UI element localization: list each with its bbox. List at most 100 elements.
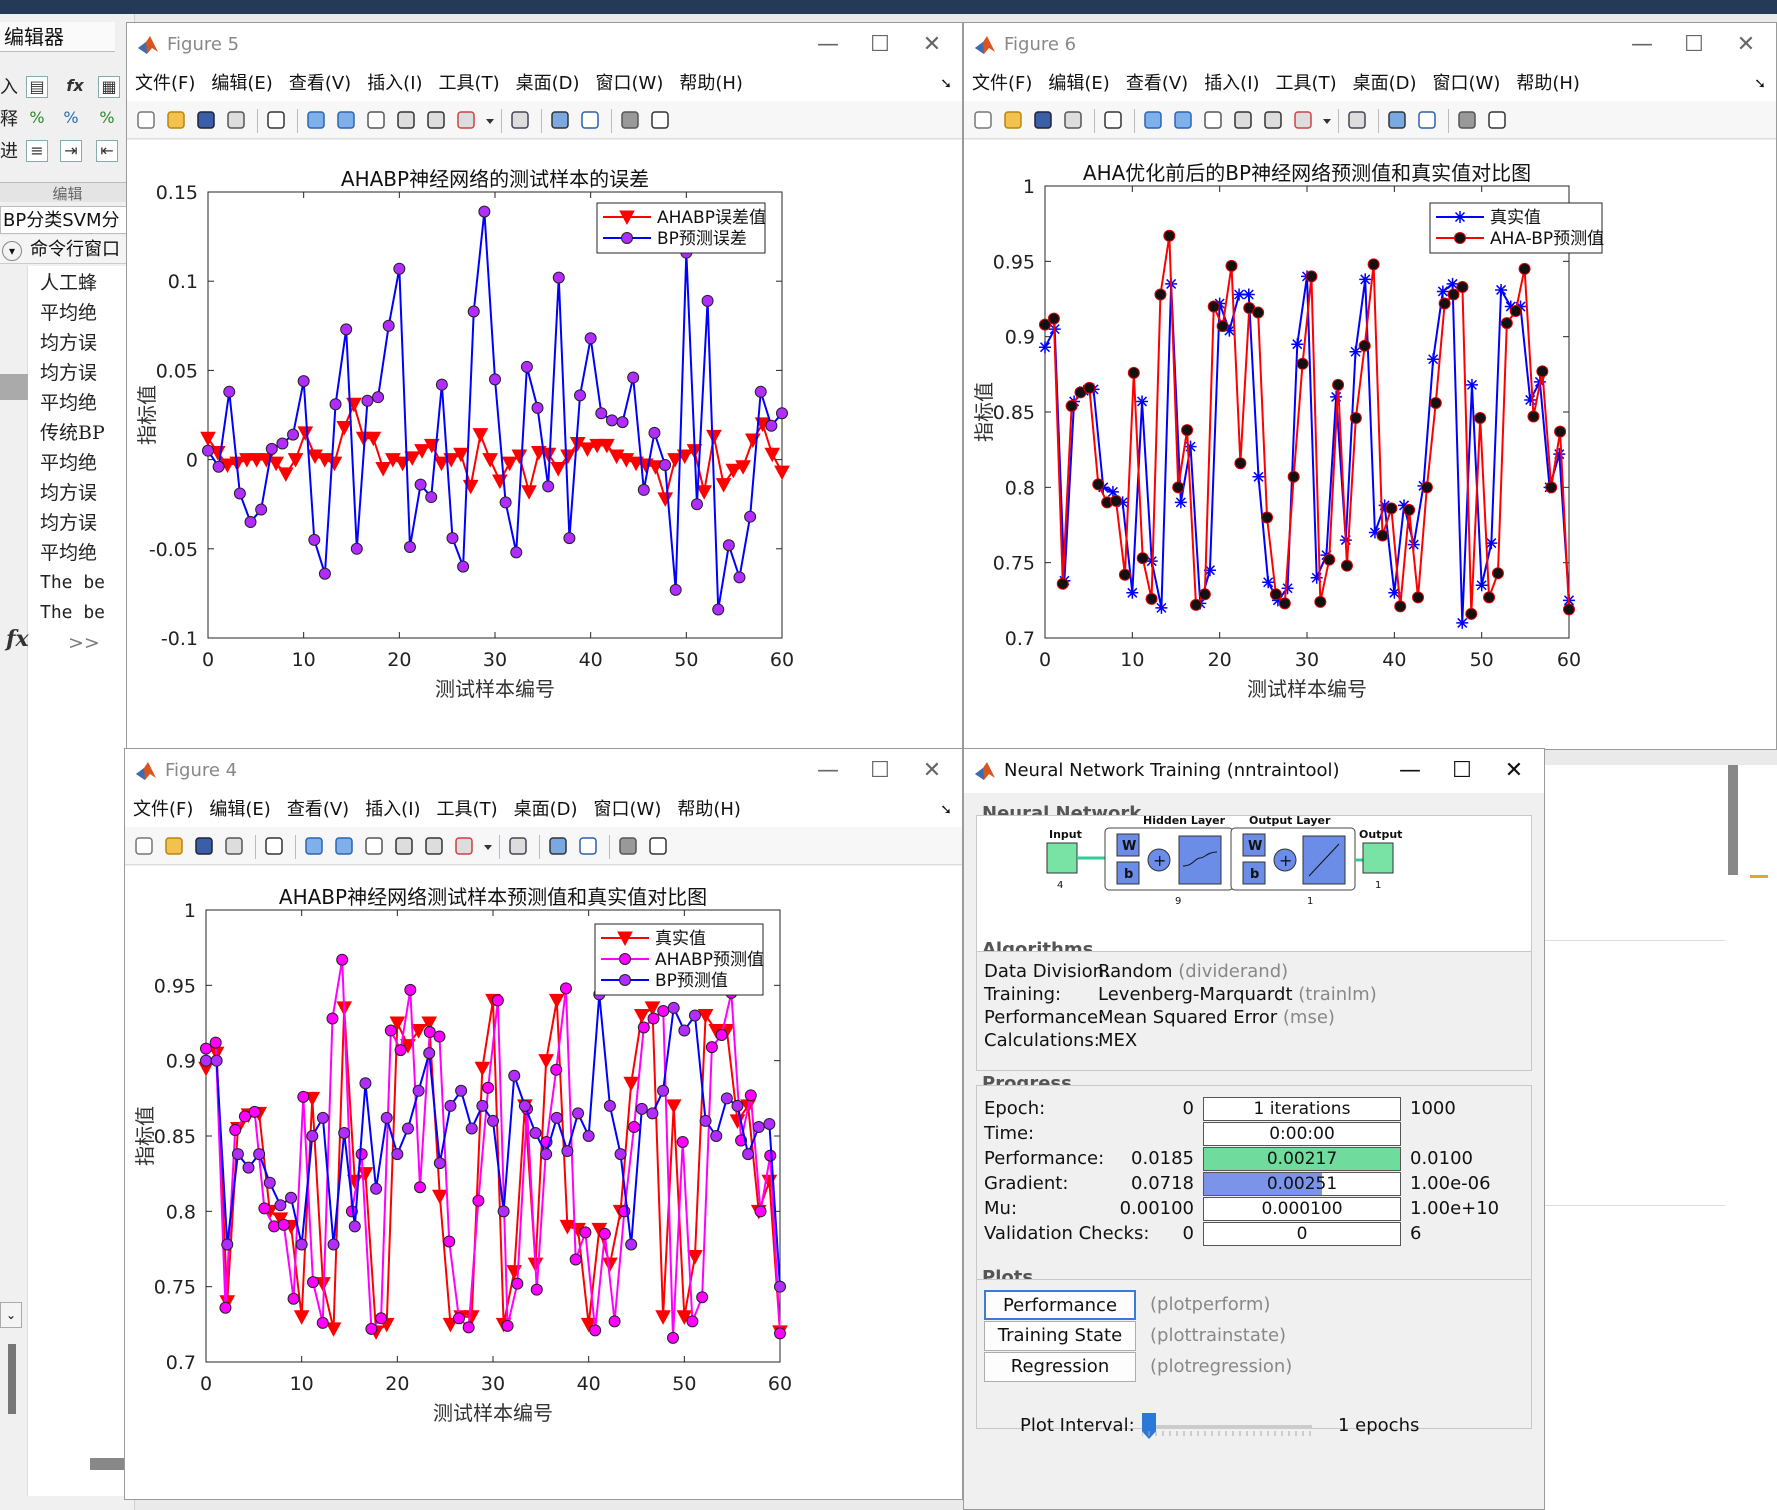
percent-icon[interactable]: % — [29, 108, 45, 127]
legend-icon[interactable] — [577, 835, 599, 857]
minimize-icon[interactable]: — — [1399, 758, 1421, 783]
colorbar-icon[interactable] — [549, 109, 571, 131]
wrap-comment-icon[interactable]: % — [99, 108, 115, 127]
menu-item[interactable]: 工具(T) — [1275, 73, 1337, 94]
data-cursor-icon[interactable] — [1262, 109, 1284, 131]
zoom-out-icon[interactable] — [335, 109, 357, 131]
link-plot-icon[interactable] — [1346, 109, 1368, 131]
pointer-icon[interactable] — [1102, 109, 1124, 131]
plot-training-state-button[interactable]: Training State — [984, 1321, 1136, 1351]
dock-arrow-icon[interactable]: ➘ — [940, 802, 952, 818]
menu-item[interactable]: 编辑(E) — [1048, 73, 1110, 94]
hide-plot-tools-icon[interactable] — [617, 835, 639, 857]
menu-item[interactable]: 窗口(W) — [595, 73, 664, 94]
menu-item[interactable]: 桌面(D) — [1352, 73, 1417, 94]
menu-item[interactable]: 插入(I) — [365, 799, 421, 820]
zoom-out-icon[interactable] — [333, 835, 355, 857]
pointer-icon[interactable] — [265, 109, 287, 131]
minimize-icon[interactable]: — — [1631, 32, 1653, 57]
new-file-icon[interactable] — [135, 109, 157, 131]
close-icon[interactable]: ✕ — [1736, 32, 1756, 57]
plot-performance-button[interactable]: Performance — [984, 1290, 1136, 1320]
pan-icon[interactable] — [365, 109, 387, 131]
pan-icon[interactable] — [363, 835, 385, 857]
brush-icon[interactable] — [1292, 109, 1314, 131]
menu-item[interactable]: 插入(I) — [367, 73, 423, 94]
menu-item[interactable]: 桌面(D) — [513, 799, 578, 820]
plot-interval-slider[interactable] — [1142, 1425, 1312, 1429]
save-icon[interactable] — [193, 835, 215, 857]
fx-icon[interactable]: fx — [66, 76, 84, 95]
menu-item[interactable]: 编辑(E) — [209, 799, 271, 820]
show-plot-tools-icon[interactable] — [1486, 109, 1508, 131]
zoom-out-icon[interactable] — [1172, 109, 1194, 131]
rotate-icon[interactable] — [395, 109, 417, 131]
close-icon[interactable]: ✕ — [922, 32, 942, 57]
nntraintool-window[interactable]: Neural Network Training (nntraintool) — … — [963, 748, 1545, 1510]
open-icon[interactable] — [165, 109, 187, 131]
brush-icon[interactable] — [455, 109, 477, 131]
scrollbar-thumb[interactable] — [1728, 765, 1738, 875]
plot-regression-button[interactable]: Regression — [984, 1352, 1136, 1382]
menu-item[interactable]: 窗口(W) — [593, 799, 662, 820]
pan-icon[interactable] — [1202, 109, 1224, 131]
chevron-down-icon[interactable]: ▾ — [2, 241, 22, 261]
increase-indent-icon[interactable]: ⇥ — [60, 140, 82, 162]
menu-item[interactable]: 桌面(D) — [515, 73, 580, 94]
link-plot-icon[interactable] — [509, 109, 531, 131]
dropdown-arrow-icon[interactable] — [485, 109, 495, 131]
menu-item[interactable]: 插入(I) — [1204, 73, 1260, 94]
colorbar-icon[interactable] — [547, 835, 569, 857]
print-icon[interactable] — [223, 835, 245, 857]
menu-item[interactable]: 工具(T) — [438, 73, 500, 94]
menu-item[interactable]: 查看(V) — [1125, 73, 1189, 94]
rotate-icon[interactable] — [1232, 109, 1254, 131]
rotate-icon[interactable] — [393, 835, 415, 857]
data-cursor-icon[interactable] — [423, 835, 445, 857]
legend-icon[interactable] — [579, 109, 601, 131]
hide-plot-tools-icon[interactable] — [619, 109, 641, 131]
menu-item[interactable]: 帮助(H) — [677, 799, 741, 820]
figure-4-window[interactable]: Figure 4 — ☐ ✕ 文件(F) 编辑(E) 查看(V) 插入(I) 工具(T)… — [124, 748, 963, 1500]
title-bar[interactable]: Figure 6 — ☐ ✕ — [964, 23, 1776, 67]
menu-item[interactable]: 帮助(H) — [1516, 73, 1580, 94]
menu-item[interactable]: 查看(V) — [288, 73, 352, 94]
uncomment-icon[interactable]: % — [63, 108, 79, 127]
menu-item[interactable]: 文件(F) — [133, 799, 194, 820]
maximize-icon[interactable]: ☐ — [1684, 32, 1704, 57]
show-plot-tools-icon[interactable] — [647, 835, 669, 857]
zoom-in-icon[interactable] — [303, 835, 325, 857]
dock-arrow-icon[interactable]: ➘ — [1754, 76, 1766, 92]
print-icon[interactable] — [225, 109, 247, 131]
minimize-icon[interactable]: — — [817, 758, 839, 783]
horizontal-scrollbar[interactable] — [90, 1458, 134, 1470]
chevron-down-icon[interactable]: ⌄ — [0, 1302, 22, 1328]
dropdown-arrow-icon[interactable] — [1322, 109, 1332, 131]
close-icon[interactable]: ✕ — [922, 758, 942, 783]
dock-arrow-icon[interactable]: ➘ — [940, 76, 952, 92]
title-bar[interactable]: Figure 4 — ☐ ✕ — [125, 749, 962, 793]
file-tab[interactable]: BP分类SVM分类 — [0, 206, 134, 259]
close-icon[interactable]: ✕ — [1504, 758, 1524, 783]
save-icon[interactable] — [195, 109, 217, 131]
menu-item[interactable]: 编辑(E) — [211, 73, 273, 94]
minimize-icon[interactable]: — — [817, 32, 839, 57]
insert-section-icon[interactable]: ▤ — [26, 76, 48, 98]
colorbar-icon[interactable] — [1386, 109, 1408, 131]
open-icon[interactable] — [1002, 109, 1024, 131]
maximize-icon[interactable]: ☐ — [870, 758, 890, 783]
new-file-icon[interactable] — [972, 109, 994, 131]
menu-item[interactable]: 文件(F) — [972, 73, 1033, 94]
dropdown-arrow-icon[interactable] — [483, 835, 493, 857]
editor-tab[interactable]: 编辑器 — [0, 22, 115, 52]
new-file-icon[interactable] — [133, 835, 155, 857]
maximize-icon[interactable]: ☐ — [870, 32, 890, 57]
zoom-in-icon[interactable] — [305, 109, 327, 131]
function-icon[interactable]: ▦ — [98, 76, 120, 98]
show-plot-tools-icon[interactable] — [649, 109, 671, 131]
pointer-icon[interactable] — [263, 835, 285, 857]
menu-item[interactable]: 查看(V) — [286, 799, 350, 820]
maximize-icon[interactable]: ☐ — [1452, 758, 1472, 783]
open-icon[interactable] — [163, 835, 185, 857]
print-icon[interactable] — [1062, 109, 1084, 131]
